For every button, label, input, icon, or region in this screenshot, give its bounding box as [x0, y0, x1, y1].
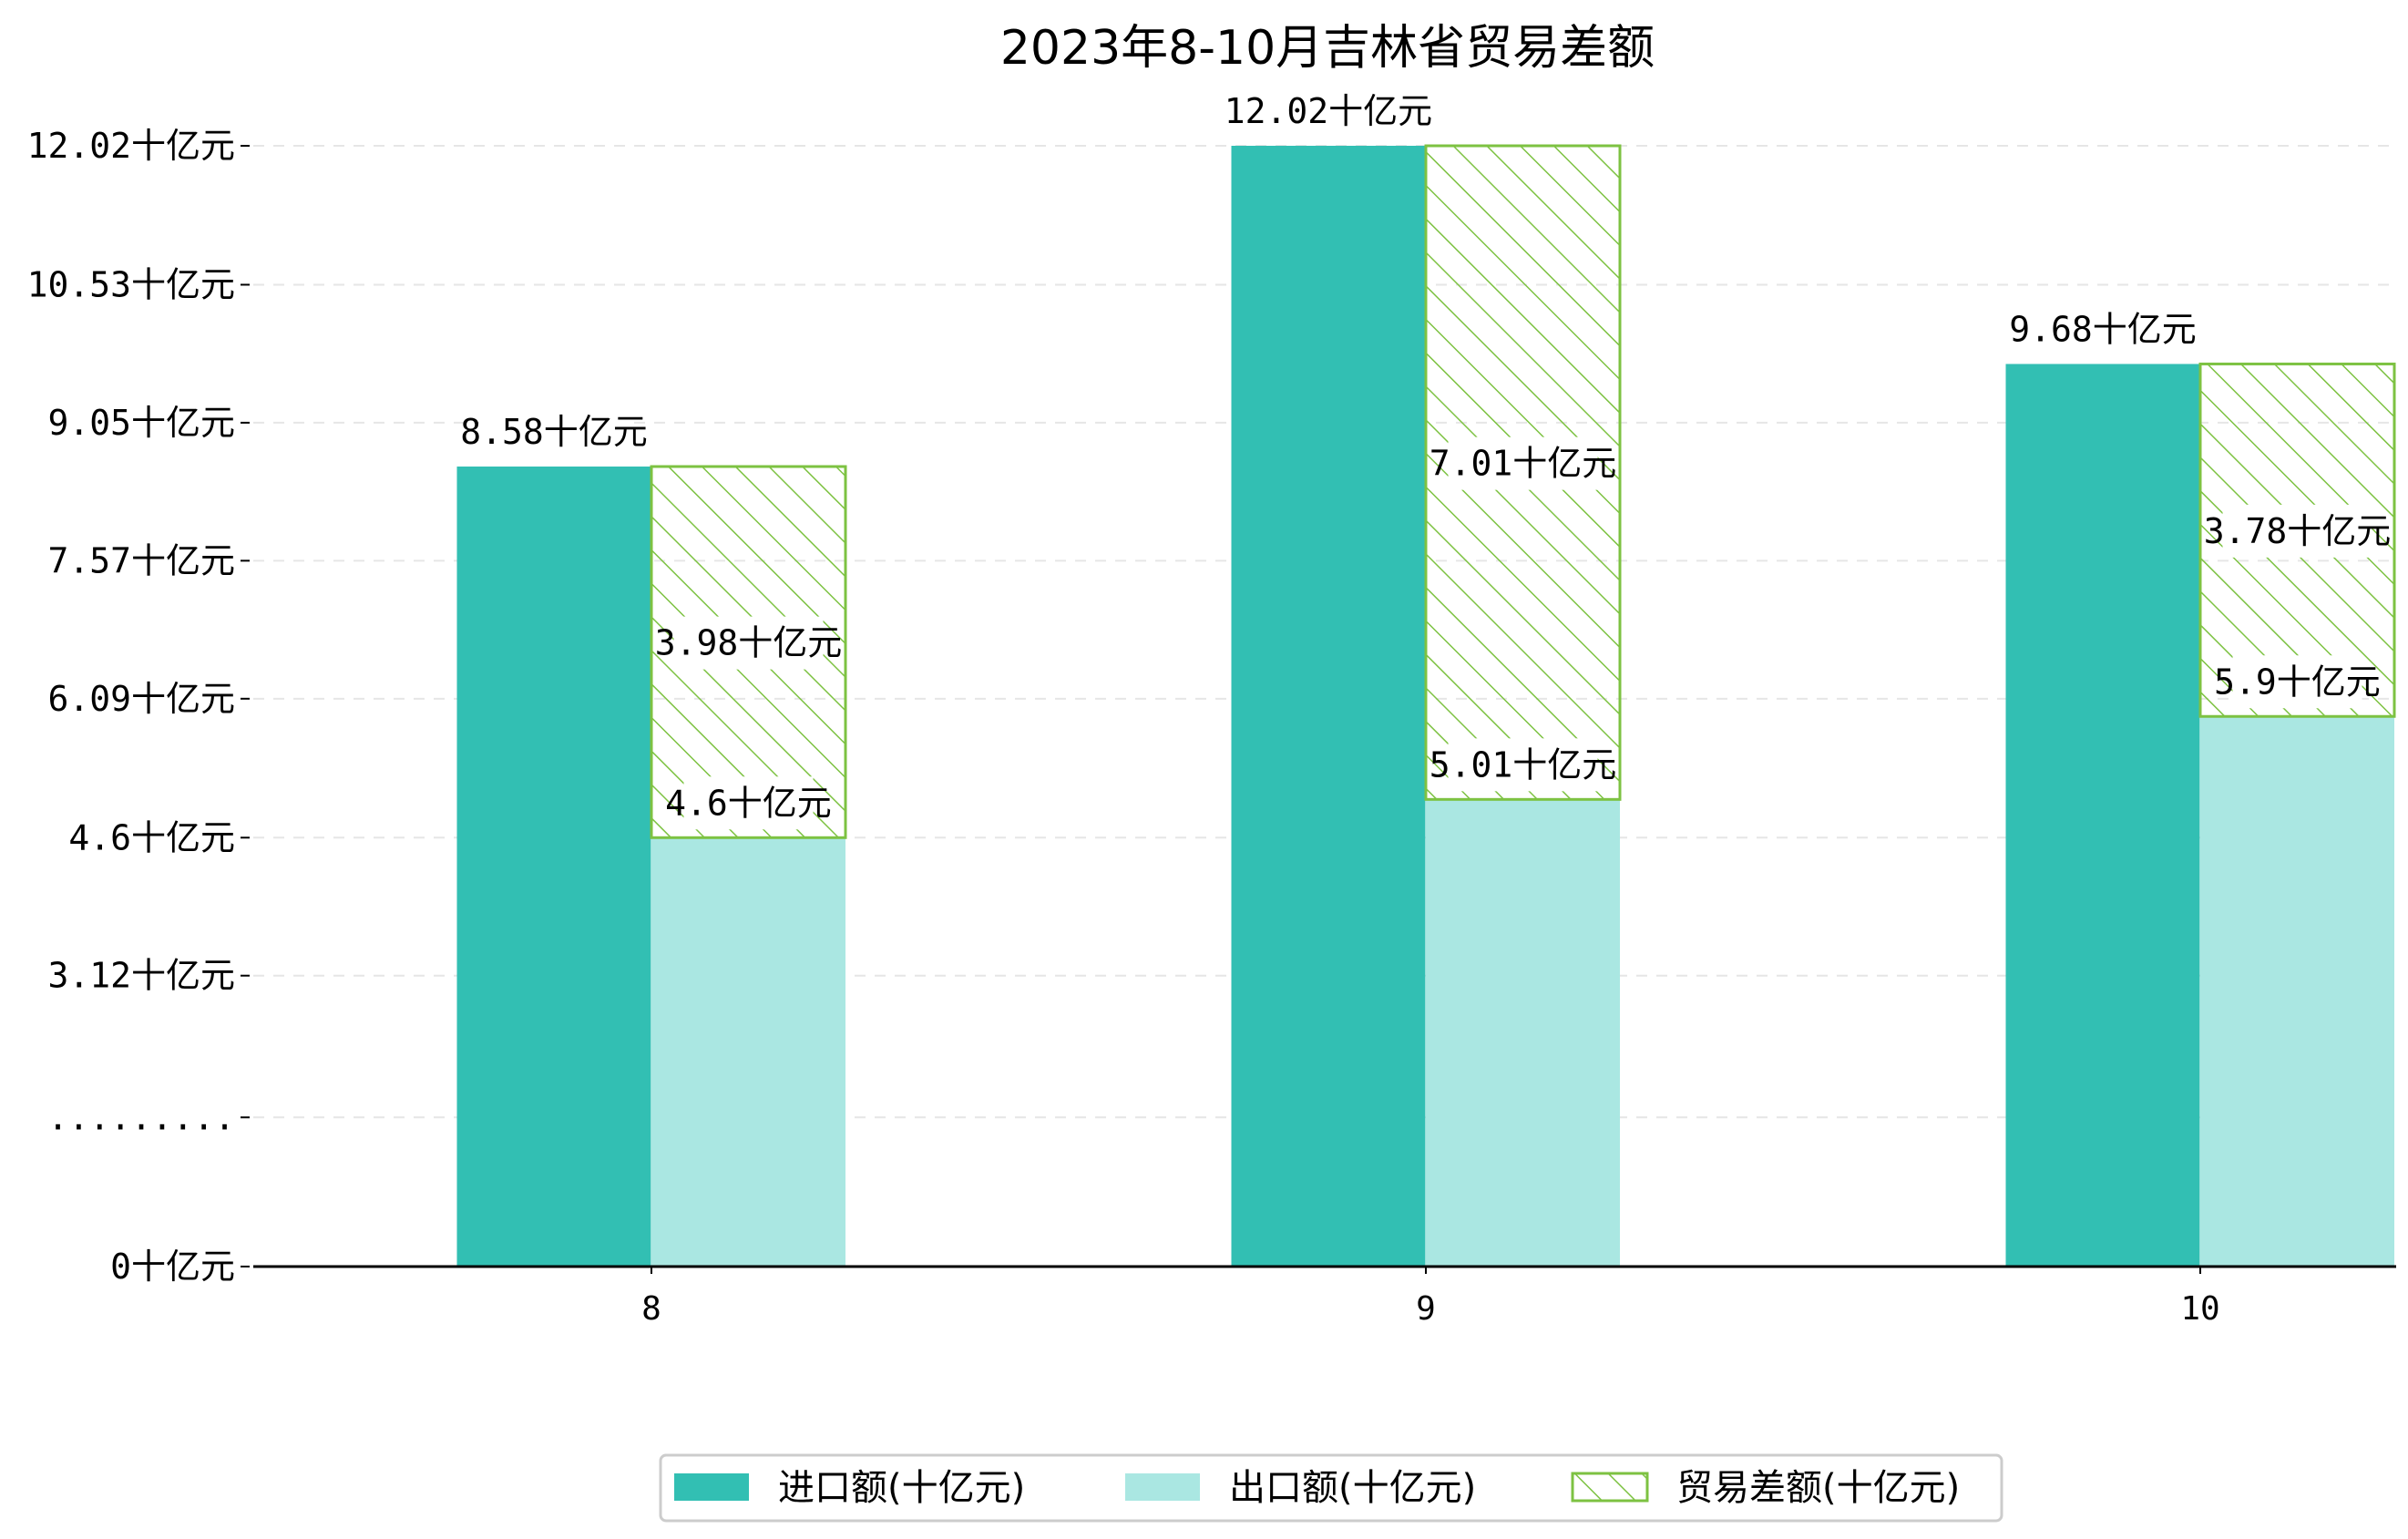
- y-tick-label: .........: [47, 1097, 235, 1137]
- y-tick-label: 12.02十亿元: [27, 126, 235, 166]
- data-labels: 8.58十亿元 4.6十亿元 3.98十亿元 12.02十亿元 5.01十亿元 7.01十…: [460, 85, 2392, 830]
- import-bar: [2005, 364, 2200, 1267]
- y-tick-label: 3.12十亿元: [47, 956, 235, 996]
- export-bar: [2200, 716, 2394, 1267]
- import-data-label: 9.68十亿元: [2009, 309, 2197, 349]
- import-data-label: 8.58十亿元: [460, 412, 648, 452]
- legend-export-label: 出口额(十亿元): [1229, 1467, 1476, 1509]
- x-tick-label: 9: [1416, 1290, 1436, 1328]
- import-bar: [456, 467, 651, 1267]
- export-data-label: 5.9十亿元: [2214, 662, 2381, 702]
- legend-balance-label: 贸易差额(十亿元): [1676, 1467, 1960, 1509]
- export-data-label-bg: [2232, 655, 2362, 709]
- legend-balance-swatch: [1571, 1472, 1649, 1503]
- balance-data-label: 3.78十亿元: [2204, 511, 2392, 551]
- balance-data-label-bg: [1448, 436, 1598, 490]
- export-data-label: 5.01十亿元: [1429, 744, 1617, 785]
- import-data-label-bg: [2028, 303, 2177, 356]
- legend-import-swatch: [674, 1473, 749, 1501]
- export-bar: [651, 837, 845, 1267]
- y-tick-label: 6.09十亿元: [47, 679, 235, 719]
- y-tick-label: 10.53十亿元: [27, 264, 235, 304]
- balance-data-label-bg: [2222, 504, 2372, 558]
- export-data-label-bg: [683, 776, 814, 830]
- import-data-label-bg: [479, 405, 629, 459]
- x-tick-label: 8: [641, 1290, 661, 1328]
- y-tick-label: 4.6十亿元: [68, 817, 235, 857]
- export-data-label-bg: [1448, 738, 1598, 792]
- legend-export-swatch: [1125, 1473, 1200, 1501]
- import-bar: [1231, 146, 1426, 1267]
- legend-box: [659, 1453, 2003, 1523]
- import-data-label-bg: [1244, 85, 1413, 138]
- legend: 进口额(十亿元) 出口额(十亿元) 贸易差额(十亿元): [659, 1453, 2003, 1523]
- y-tick-label: 7.57十亿元: [47, 540, 235, 580]
- y-tick-label: 0十亿元: [110, 1247, 235, 1287]
- y-tick-label: 9.05十亿元: [47, 403, 235, 443]
- export-data-label: 4.6十亿元: [665, 783, 832, 823]
- import-data-label: 12.02十亿元: [1224, 91, 1432, 131]
- balance-data-label-bg: [673, 616, 824, 670]
- x-tick-label: 10: [2180, 1290, 2219, 1328]
- chart-title: 2023年8-10月吉林省贸易差额: [1000, 21, 1655, 76]
- axes: 0十亿元......... 3.12十亿元 4.6十亿元 6.09十亿元 7.57十亿元…: [27, 126, 2396, 1328]
- export-bar: [1426, 799, 1620, 1267]
- balance-data-label: 3.98十亿元: [655, 623, 843, 663]
- balance-data-label: 7.01十亿元: [1429, 444, 1617, 484]
- legend-import-label: 进口额(十亿元): [778, 1467, 1025, 1509]
